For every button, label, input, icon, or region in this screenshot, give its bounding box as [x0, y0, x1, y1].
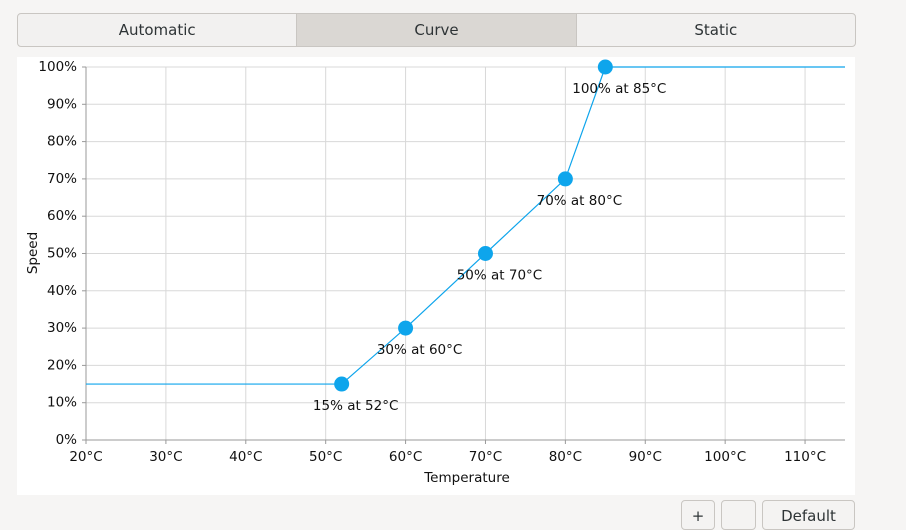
tab[interactable]: Static — [575, 14, 855, 46]
page: Automatic Curve Static + Default Speed T… — [17, 13, 856, 530]
y-tick-label: 10% — [47, 395, 77, 411]
y-tick-label: 40% — [47, 283, 77, 299]
tab[interactable]: Automatic — [118, 21, 196, 39]
y-tick-label: 100% — [38, 59, 77, 75]
curve-point — [477, 246, 493, 261]
curve-point — [334, 376, 350, 392]
point-label: 100% at 85°C — [572, 81, 666, 97]
point-label: 70% at 80°C — [537, 193, 623, 209]
curve-point — [398, 320, 414, 336]
x-tick-label: 20°C — [69, 449, 102, 465]
y-tick-label: 90% — [47, 96, 77, 112]
x-tick-label: 50°C — [309, 449, 342, 465]
x-tick-label: 70°C — [469, 449, 502, 465]
y-tick-label: 60% — [47, 208, 77, 224]
x-tick-label: 90°C — [629, 449, 662, 465]
y-tick-label: 70% — [47, 171, 77, 187]
x-tick-label: 40°C — [229, 449, 262, 465]
point-label: 50% at 70°C — [457, 268, 543, 284]
x-tick-label: 100°C — [704, 449, 746, 465]
tab[interactable]: Curve — [296, 14, 576, 46]
tab-bar: Automatic Curve Static — [17, 13, 856, 47]
y-tick-label: 30% — [47, 320, 77, 336]
curve-point — [557, 171, 573, 187]
y-tick-label: 80% — [47, 134, 77, 150]
chart: Speed Temperature 0% 10% 20% 30% 40% 50% 60% 70… — [17, 57, 855, 495]
x-tick-label: 80°C — [549, 449, 582, 465]
x-tick-label: 30°C — [149, 449, 182, 465]
x-tick-label: 110°C — [784, 449, 826, 465]
point-label: 30% at 60°C — [377, 342, 463, 358]
y-axis-label: Speed — [25, 232, 41, 274]
x-tick-label: 60°C — [389, 449, 422, 465]
point-label: 15% at 52°C — [313, 398, 399, 414]
y-tick-label: 50% — [47, 246, 77, 262]
y-tick-label: 0% — [56, 432, 78, 448]
x-axis-label: Temperature — [423, 470, 510, 486]
y-tick-label: 20% — [47, 357, 77, 373]
chart-background — [17, 57, 855, 495]
curve-point — [597, 59, 613, 75]
